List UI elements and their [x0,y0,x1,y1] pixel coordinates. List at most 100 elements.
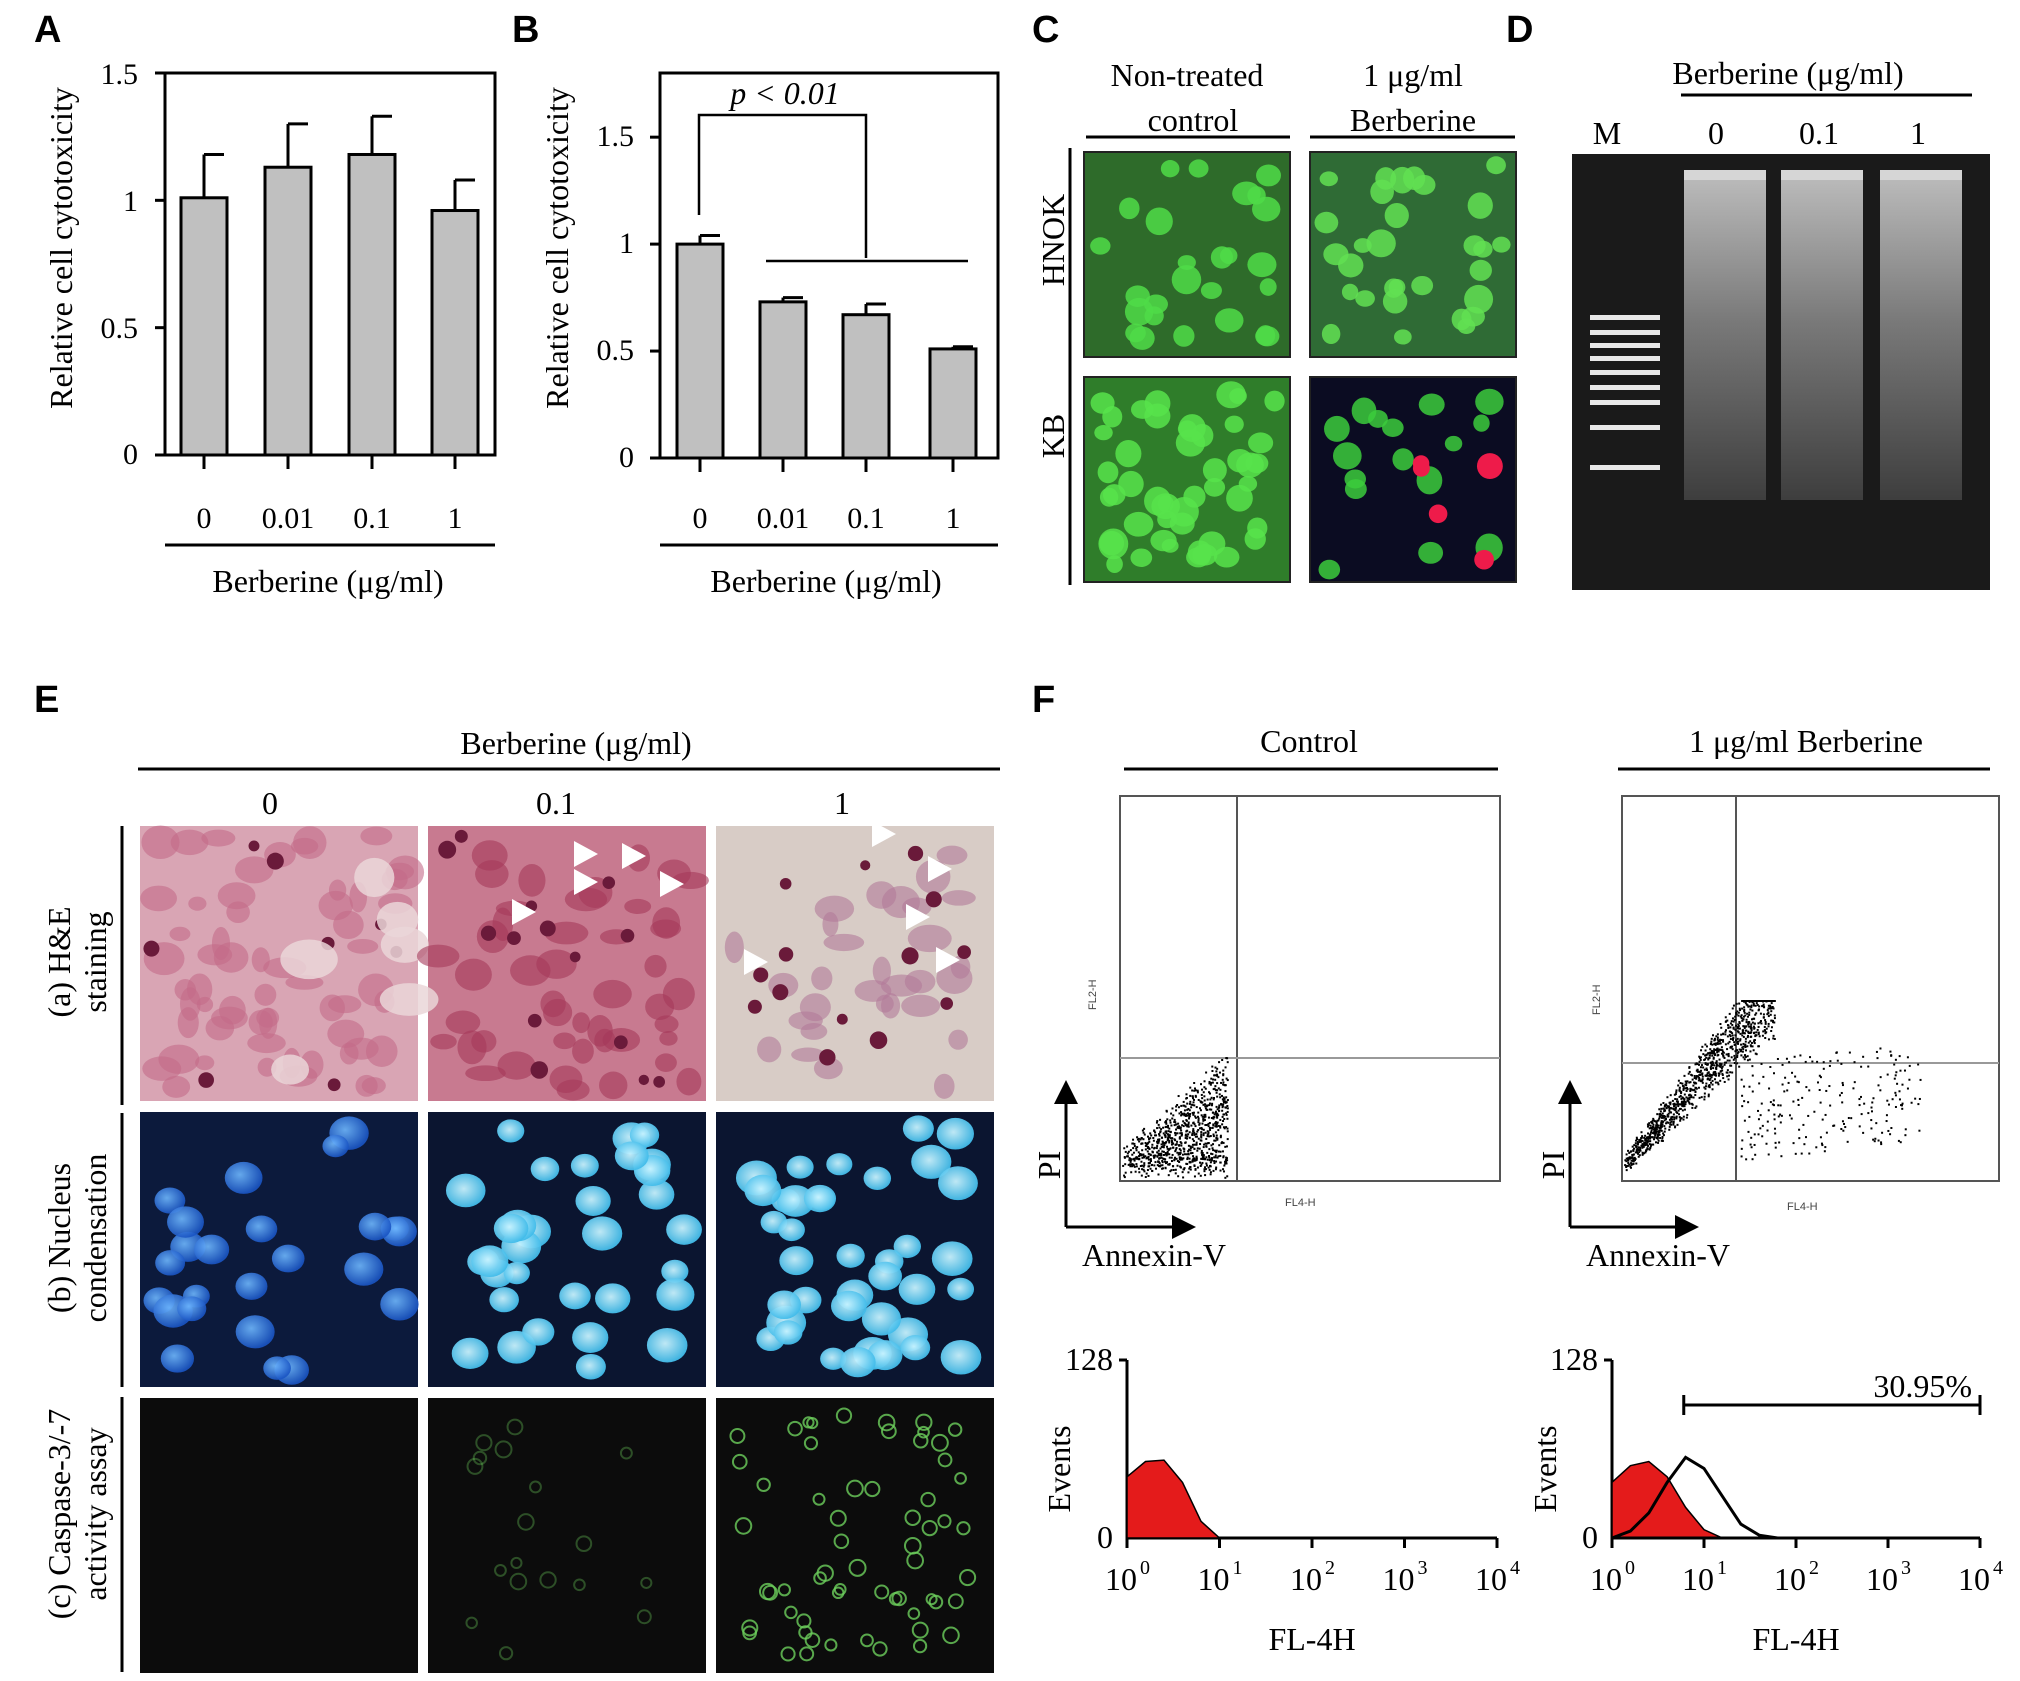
event-dot [1225,1160,1228,1163]
event-dot [1705,1074,1708,1077]
event-dot [1198,1123,1201,1126]
event-dot [1821,1144,1824,1147]
event-dot [1749,1008,1752,1011]
event-dot [1226,1061,1229,1064]
event-dot [1171,1141,1174,1144]
event-dot [1688,1102,1691,1105]
event-dot [1158,1165,1161,1168]
event-dot [1208,1102,1211,1105]
event-dot [1772,1034,1775,1037]
event-dot [1160,1156,1163,1159]
event-dot [1209,1161,1212,1164]
event-dot [1674,1098,1677,1101]
event-dot [1632,1158,1635,1161]
stained-nucleus [614,1141,649,1171]
event-dot [1853,1081,1856,1084]
event-dot [1208,1092,1211,1095]
event-dot [1223,1127,1226,1130]
event-dot [1193,1131,1196,1134]
event-dot [1682,1115,1685,1118]
event-dot [1212,1143,1215,1146]
event-dot [1197,1137,1200,1140]
event-dot [1768,1087,1771,1090]
event-dot [1151,1150,1154,1153]
caspase-positive-cell [472,1450,488,1466]
event-dot [1649,1145,1652,1148]
event-dot [1697,1075,1700,1078]
event-dot [1706,1069,1709,1072]
histogram-x-tick-exponent: 1 [1233,1557,1243,1579]
event-dot [1829,1104,1832,1107]
arrowhead-marker [928,856,952,882]
event-dot [1195,1158,1198,1161]
he-stained-cell [822,911,839,937]
event-dot [1682,1105,1685,1108]
event-dot [1684,1103,1687,1106]
event-dot [1183,1168,1186,1171]
event-dot [1183,1109,1186,1112]
event-dot [1739,1038,1742,1041]
event-dot [1186,1135,1189,1138]
panel-e-image-caspase-0.1 [428,1398,706,1673]
event-dot [1657,1130,1660,1133]
event-dot [1715,1061,1718,1064]
event-dot [1214,1139,1217,1142]
event-dot [1633,1159,1636,1162]
event-dot [1203,1099,1206,1102]
event-dot [1212,1135,1215,1138]
event-dot [1222,1081,1225,1084]
event-dot [1220,1081,1223,1084]
chart-a-ylabel: Relative cell cytotoxicity [43,87,79,409]
event-dot [1764,1022,1767,1025]
event-dot [1754,1004,1757,1007]
event-dot [1183,1114,1186,1117]
event-dot [1216,1074,1219,1077]
event-dot [1131,1142,1134,1145]
event-dot [1174,1172,1177,1175]
event-dot [1213,1160,1216,1163]
event-dot [1181,1124,1184,1127]
event-dot [1850,1117,1853,1120]
event-dot [1666,1121,1669,1124]
event-dot [1187,1152,1190,1155]
event-dot [1156,1164,1159,1167]
event-dot [1652,1119,1655,1122]
event-dot [1780,1155,1783,1158]
fluorescent-cell [1216,381,1246,409]
event-dot [1164,1152,1167,1155]
event-dot [1693,1074,1696,1077]
event-dot [1658,1108,1661,1111]
event-dot [1649,1140,1652,1143]
event-dot [1221,1150,1224,1153]
event-dot [1218,1104,1221,1107]
event-dot [1221,1058,1224,1061]
event-dot [1215,1151,1218,1154]
event-dot [1747,1000,1750,1002]
event-dot [1212,1169,1215,1172]
event-dot [1711,1060,1714,1063]
event-dot [1224,1160,1227,1163]
event-dot [1191,1095,1194,1098]
event-dot [1751,1001,1754,1004]
event-dot [1134,1170,1137,1173]
event-dot [1817,1081,1820,1084]
chart-a-ytick: 1.5 [101,58,139,91]
he-dark-nucleus [198,1072,214,1088]
event-dot [1211,1081,1214,1084]
event-dot [1126,1152,1129,1155]
fluorescent-cell [1102,406,1123,428]
caspase-positive-cell [510,1556,523,1570]
event-dot [1132,1158,1135,1161]
event-dot [1192,1139,1195,1142]
event-dot [1206,1135,1209,1138]
event-dot [1676,1123,1679,1126]
histogram-x-tick-label: 10 [1475,1561,1507,1597]
event-dot [1697,1086,1700,1089]
event-dot [1692,1084,1695,1087]
event-dot [1195,1157,1198,1160]
stained-nucleus [503,1261,530,1285]
event-dot [1666,1113,1669,1116]
event-dot [1213,1156,1216,1159]
event-dot [1673,1118,1676,1121]
event-dot [1211,1157,1214,1160]
